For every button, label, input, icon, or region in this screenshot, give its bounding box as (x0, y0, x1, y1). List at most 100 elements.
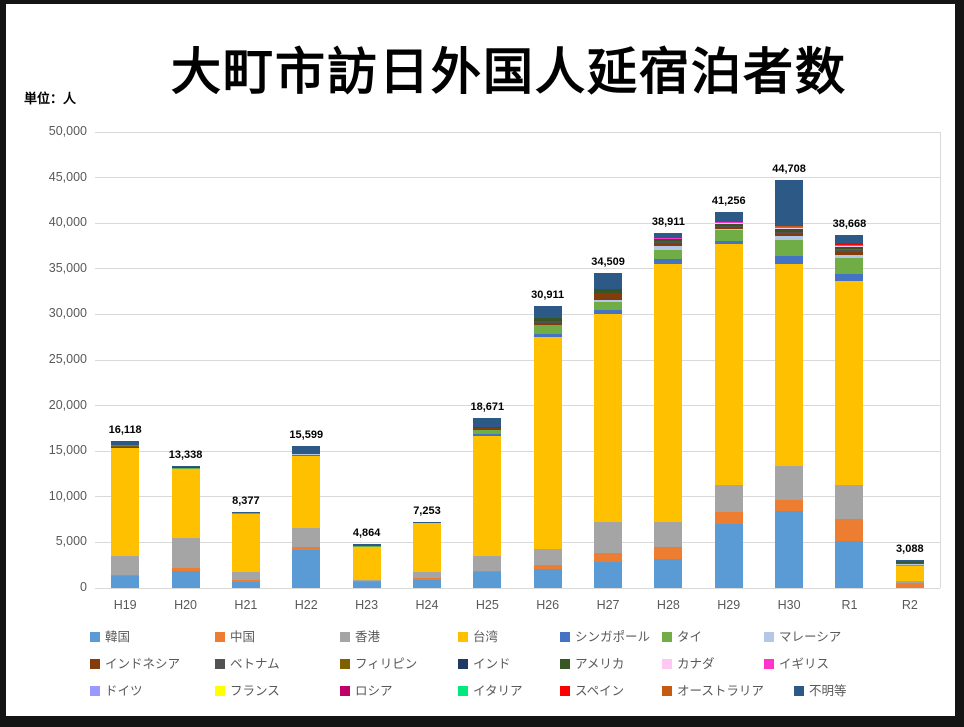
bar-segment-不明等 (895, 559, 924, 563)
y-axis-label: 35,000 (48, 260, 87, 275)
bar-total-label: 3,088 (896, 542, 924, 555)
bar-segment-シンガポール (594, 309, 623, 315)
bar-segment-インドネシア (594, 293, 623, 300)
bar-segment-中国 (111, 575, 140, 577)
y-axis-label: 15,000 (48, 443, 87, 458)
legend-swatch (560, 686, 570, 696)
bar-segment-台湾 (473, 435, 502, 557)
bar-segment-タイ (594, 301, 623, 310)
bar-segment-中国 (594, 553, 623, 563)
bar-segment-香港 (895, 581, 924, 583)
bar-segment-韓国 (292, 549, 321, 588)
bar-segment-シンガポール (714, 241, 743, 245)
y-axis-label: 45,000 (48, 169, 87, 184)
bar-segment-台湾 (292, 455, 321, 528)
legend-label: カナダ (677, 657, 715, 671)
x-axis-label: H24 (415, 598, 439, 612)
bar-segment-台湾 (171, 468, 200, 539)
legend-item-カナダ: カナダ (662, 657, 715, 671)
bar-segment-タイ (473, 430, 502, 434)
bar-segment-台湾 (594, 314, 623, 523)
frame-border-right (955, 0, 964, 727)
bar-segment-タイ (533, 325, 562, 334)
x-axis-label: H25 (475, 598, 499, 612)
bar-segment-中国 (412, 577, 441, 580)
gridline (95, 359, 940, 361)
legend-label: フィリピン (355, 657, 418, 671)
bar-total-label: 13,338 (168, 449, 203, 462)
bar-segment-イギリス (714, 222, 743, 224)
bar-segment-シンガポール (473, 433, 502, 436)
bar-segment-オーストラリア (111, 445, 140, 447)
bar-segment-韓国 (835, 541, 864, 588)
legend-item-スペイン: スペイン (560, 684, 624, 698)
bar-segment-不明等 (111, 441, 140, 446)
bar-segment-マレーシア (775, 235, 804, 240)
bar-segment-中国 (714, 512, 743, 525)
bar-segment-香港 (352, 580, 381, 582)
bar-segment-アメリカ (895, 562, 924, 564)
bar-segment-香港 (775, 465, 804, 500)
bar-segment-不明等 (775, 180, 804, 226)
bar-segment-フィリピン (835, 249, 864, 251)
bar-segment-マレーシア (895, 563, 924, 565)
bar-segment-スペイン (835, 242, 864, 245)
bar-segment-香港 (835, 484, 864, 519)
x-axis-label: H21 (234, 598, 258, 612)
legend-item-不明等: 不明等 (794, 684, 847, 698)
legend-label: 香港 (355, 630, 381, 644)
bar-segment-アメリカ (594, 288, 623, 294)
bar-segment-不明等 (594, 273, 623, 289)
bar-segment-ベトナム (775, 231, 804, 234)
bar-segment-香港 (111, 556, 140, 576)
bar-segment-マレーシア (292, 454, 321, 456)
bar-segment-韓国 (111, 576, 140, 588)
bar-segment-タイ (231, 512, 260, 514)
bar-segment-台湾 (412, 523, 441, 573)
legend-swatch (90, 632, 100, 642)
plot-right-border (940, 132, 941, 588)
bar-segment-香港 (292, 527, 321, 547)
bar-segment-シンガポール (533, 333, 562, 338)
bar-segment-インドネシア (473, 427, 502, 431)
bar-segment-インドネシア (775, 233, 804, 236)
bar-segment-アメリカ (775, 229, 804, 232)
legend-swatch (340, 686, 350, 696)
legend-swatch (215, 659, 225, 669)
bar-segment-韓国 (533, 568, 562, 588)
legend-label: ドイツ (105, 684, 143, 698)
bar-segment-ベトナム (714, 226, 743, 228)
legend-item-オーストラリア: オーストラリア (662, 684, 764, 698)
bar-segment-ベトナム (835, 250, 864, 253)
bar-segment-中国 (654, 546, 683, 559)
x-axis-label: H22 (294, 598, 318, 612)
gridline (95, 222, 940, 224)
bar-segment-韓国 (654, 558, 683, 588)
bar-total-label: 38,911 (651, 216, 685, 229)
bar-segment-不明等 (412, 521, 441, 523)
legend-swatch (215, 632, 225, 642)
bar-segment-中国 (292, 546, 321, 550)
bar-segment-韓国 (171, 570, 200, 588)
bar-segment-アメリカ (654, 238, 683, 242)
bar-segment-不明等 (171, 466, 200, 468)
bar-segment-台湾 (111, 447, 140, 557)
bar-segment-シンガポール (654, 258, 683, 265)
x-axis-label: H19 (113, 598, 137, 612)
legend-label: シンガポール (575, 630, 651, 644)
unit-label: 単位：人 (24, 91, 77, 106)
legend-swatch (340, 659, 350, 669)
gridline (95, 268, 940, 270)
bar-total-label: 18,671 (470, 400, 505, 413)
chart-title: 大町市訪日外国人延宿泊者数 (171, 44, 847, 100)
bar-segment-台湾 (533, 337, 562, 549)
bar-segment-タイ (895, 564, 924, 566)
legend-swatch (90, 659, 100, 669)
x-axis-label: R2 (901, 598, 918, 612)
bar-segment-マレーシア (835, 255, 864, 258)
legend-label: インド (473, 657, 511, 671)
x-axis-label: H20 (174, 598, 197, 612)
x-axis-label: H26 (536, 598, 560, 612)
bar-segment-アメリカ (171, 466, 200, 468)
